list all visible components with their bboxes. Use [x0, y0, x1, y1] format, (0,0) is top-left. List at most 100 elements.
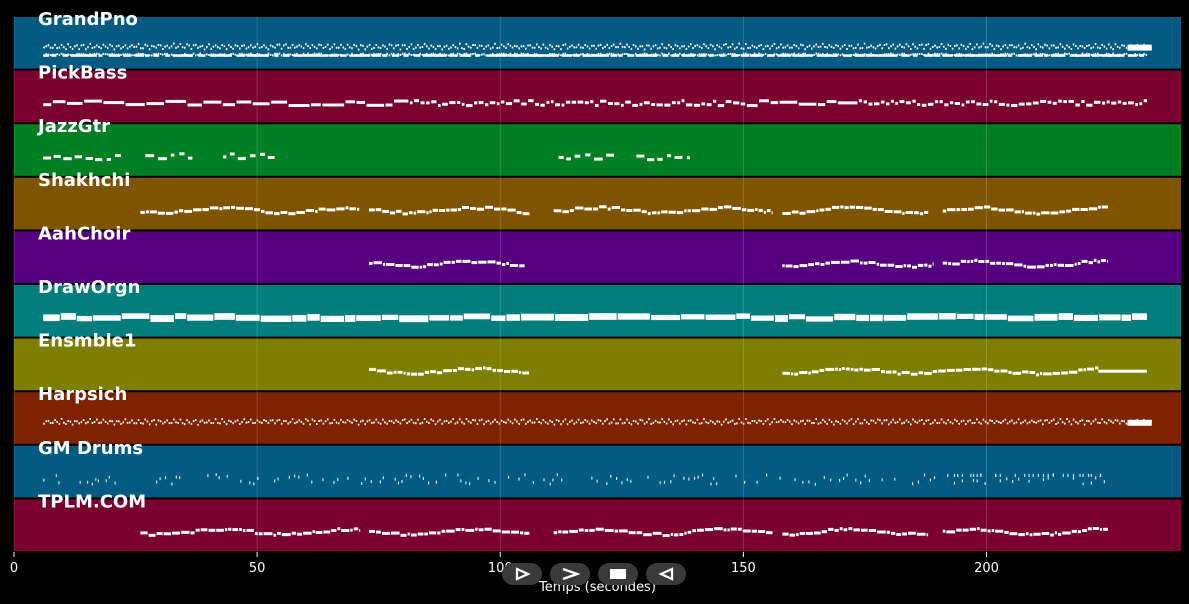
play-button[interactable] [502, 563, 542, 585]
note [311, 103, 321, 107]
note [614, 102, 620, 106]
note [1018, 533, 1025, 537]
note [984, 482, 986, 485]
note [805, 531, 813, 535]
note [647, 212, 651, 216]
note [1068, 52, 1070, 55]
note [962, 45, 965, 48]
note [337, 527, 341, 531]
note [484, 527, 492, 531]
note [481, 53, 483, 56]
note [846, 422, 848, 425]
note [129, 45, 131, 48]
note [995, 44, 998, 47]
note [621, 208, 626, 212]
note [938, 313, 956, 320]
note [448, 421, 450, 424]
note [1086, 103, 1093, 107]
note [540, 47, 542, 50]
note [184, 209, 193, 213]
note [1127, 419, 1152, 426]
note [555, 103, 560, 107]
note [884, 210, 893, 213]
note [621, 53, 624, 56]
note [813, 422, 815, 424]
fast-forward-button[interactable] [550, 563, 590, 585]
x-tick-label: 150 [731, 561, 756, 576]
note [740, 421, 743, 424]
note [714, 527, 723, 531]
note [369, 261, 373, 265]
note [967, 260, 970, 264]
note [755, 54, 763, 57]
note [730, 527, 737, 531]
note [580, 46, 582, 49]
note [462, 206, 469, 209]
note [432, 208, 439, 212]
note [198, 54, 206, 57]
note [910, 372, 918, 376]
note [912, 99, 916, 103]
note [839, 47, 842, 50]
note [822, 418, 824, 421]
note [311, 44, 314, 47]
note [940, 52, 943, 55]
note [1090, 473, 1092, 477]
track-label: TPLM.COM [38, 491, 146, 512]
note [914, 53, 916, 56]
note [877, 45, 879, 48]
note [296, 421, 298, 424]
note [912, 418, 914, 421]
note [232, 47, 234, 50]
note [1052, 473, 1054, 477]
note [1105, 422, 1108, 425]
note [337, 478, 339, 482]
note [1026, 46, 1029, 49]
note [599, 43, 602, 46]
note [123, 54, 131, 57]
note [951, 47, 954, 50]
note [155, 423, 157, 426]
note [905, 43, 908, 46]
note [713, 477, 715, 481]
note [327, 418, 329, 421]
note [610, 45, 613, 47]
note [679, 47, 681, 50]
note [245, 421, 248, 424]
note [793, 52, 795, 55]
note [1000, 48, 1002, 51]
note [234, 420, 237, 423]
stop-button[interactable] [598, 563, 638, 585]
note [326, 208, 336, 212]
note [1066, 209, 1072, 213]
note [1081, 259, 1088, 263]
note [1116, 45, 1119, 48]
note [1017, 54, 1029, 57]
note [775, 47, 778, 50]
note [782, 371, 791, 375]
note [1006, 103, 1010, 107]
note [1092, 46, 1095, 49]
note [643, 101, 650, 105]
note [690, 43, 692, 46]
note [375, 44, 377, 46]
note [98, 46, 100, 49]
note [923, 47, 925, 50]
note [1127, 44, 1152, 51]
note [1042, 53, 1044, 55]
note [1037, 473, 1039, 477]
note [784, 46, 787, 49]
note [175, 421, 177, 424]
note [476, 422, 479, 425]
note [833, 423, 835, 426]
note [628, 45, 630, 48]
note [706, 103, 712, 107]
note [815, 262, 820, 266]
note [928, 264, 932, 268]
note [764, 45, 767, 48]
note [250, 154, 256, 158]
rewind-button[interactable] [646, 563, 686, 585]
note [837, 53, 839, 56]
note [868, 102, 873, 106]
note [1102, 101, 1106, 105]
